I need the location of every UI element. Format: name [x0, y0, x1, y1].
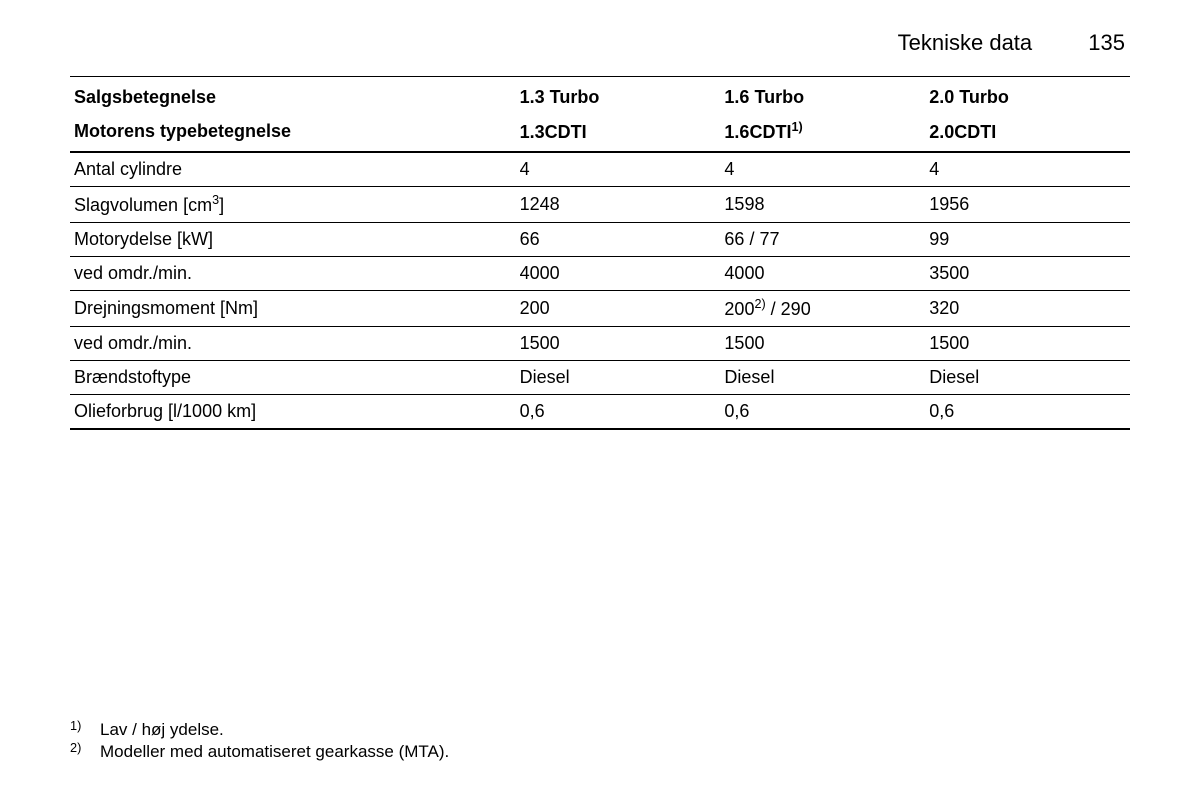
col-header-2: 1.6 Turbo — [720, 77, 925, 115]
table-body: Antal cylindre444Slagvolumen [cm3]124815… — [70, 152, 1130, 429]
row-label: ved omdr./min. — [70, 257, 516, 291]
page-header: Tekniske data 135 — [70, 30, 1130, 56]
cell: 1956 — [925, 187, 1130, 223]
footnote-text: Modeller med automatiseret gearkasse (MT… — [100, 742, 449, 762]
cell: 0,6 — [720, 395, 925, 430]
row-label: Slagvolumen [cm3] — [70, 187, 516, 223]
table-row: Antal cylindre444 — [70, 152, 1130, 187]
cell: 1500 — [925, 327, 1130, 361]
footnote: 1)Lav / høj ydelse. — [70, 720, 1130, 740]
table-row: ved omdr./min.150015001500 — [70, 327, 1130, 361]
col-header-3: 2.0 Turbo — [925, 77, 1130, 115]
table-row: Drejningsmoment [Nm]2002002) / 290320 — [70, 291, 1130, 327]
col-subheader-label: Motorens typebetegnelse — [70, 114, 516, 152]
page-number: 135 — [1088, 30, 1125, 55]
row-label: Olieforbrug [l/1000 km] — [70, 395, 516, 430]
table-head: Salgsbetegnelse 1.3 Turbo 1.6 Turbo 2.0 … — [70, 77, 1130, 153]
table-row: Motorydelse [kW]6666 / 7799 — [70, 223, 1130, 257]
cell: 0,6 — [925, 395, 1130, 430]
col-subheader-2: 1.6CDTI1) — [720, 114, 925, 152]
cell: 0,6 — [516, 395, 721, 430]
cell: 4000 — [516, 257, 721, 291]
footnote-marker: 2) — [70, 740, 100, 755]
table-row: Olieforbrug [l/1000 km]0,60,60,6 — [70, 395, 1130, 430]
cell: 200 — [516, 291, 721, 327]
footnote-marker: 1) — [70, 718, 100, 733]
row-label: Brændstoftype — [70, 361, 516, 395]
cell: Diesel — [925, 361, 1130, 395]
cell: 2002) / 290 — [720, 291, 925, 327]
footnotes: 1)Lav / høj ydelse.2)Modeller med automa… — [70, 720, 1130, 762]
col-header-1: 1.3 Turbo — [516, 77, 721, 115]
row-label: Motorydelse [kW] — [70, 223, 516, 257]
footnote: 2)Modeller med automatiseret gearkasse (… — [70, 742, 1130, 762]
header-row-1: Salgsbetegnelse 1.3 Turbo 1.6 Turbo 2.0 … — [70, 77, 1130, 115]
cell: 1248 — [516, 187, 721, 223]
row-label: ved omdr./min. — [70, 327, 516, 361]
section-title: Tekniske data — [898, 30, 1033, 55]
cell: 4000 — [720, 257, 925, 291]
cell: 3500 — [925, 257, 1130, 291]
cell: 4 — [720, 152, 925, 187]
cell: 4 — [925, 152, 1130, 187]
col-header-label: Salgsbetegnelse — [70, 77, 516, 115]
col-subheader-3: 2.0CDTI — [925, 114, 1130, 152]
table-row: Slagvolumen [cm3]124815981956 — [70, 187, 1130, 223]
row-label: Drejningsmoment [Nm] — [70, 291, 516, 327]
cell: 66 / 77 — [720, 223, 925, 257]
cell: 1598 — [720, 187, 925, 223]
row-label: Antal cylindre — [70, 152, 516, 187]
cell: Diesel — [516, 361, 721, 395]
footnote-text: Lav / høj ydelse. — [100, 720, 224, 740]
cell: Diesel — [720, 361, 925, 395]
cell: 1500 — [516, 327, 721, 361]
table-row: ved omdr./min.400040003500 — [70, 257, 1130, 291]
cell: 1500 — [720, 327, 925, 361]
table-row: BrændstoftypeDieselDieselDiesel — [70, 361, 1130, 395]
header-row-2: Motorens typebetegnelse 1.3CDTI 1.6CDTI1… — [70, 114, 1130, 152]
spec-table: Salgsbetegnelse 1.3 Turbo 1.6 Turbo 2.0 … — [70, 76, 1130, 430]
cell: 99 — [925, 223, 1130, 257]
cell: 66 — [516, 223, 721, 257]
col-subheader-1: 1.3CDTI — [516, 114, 721, 152]
cell: 4 — [516, 152, 721, 187]
cell: 320 — [925, 291, 1130, 327]
